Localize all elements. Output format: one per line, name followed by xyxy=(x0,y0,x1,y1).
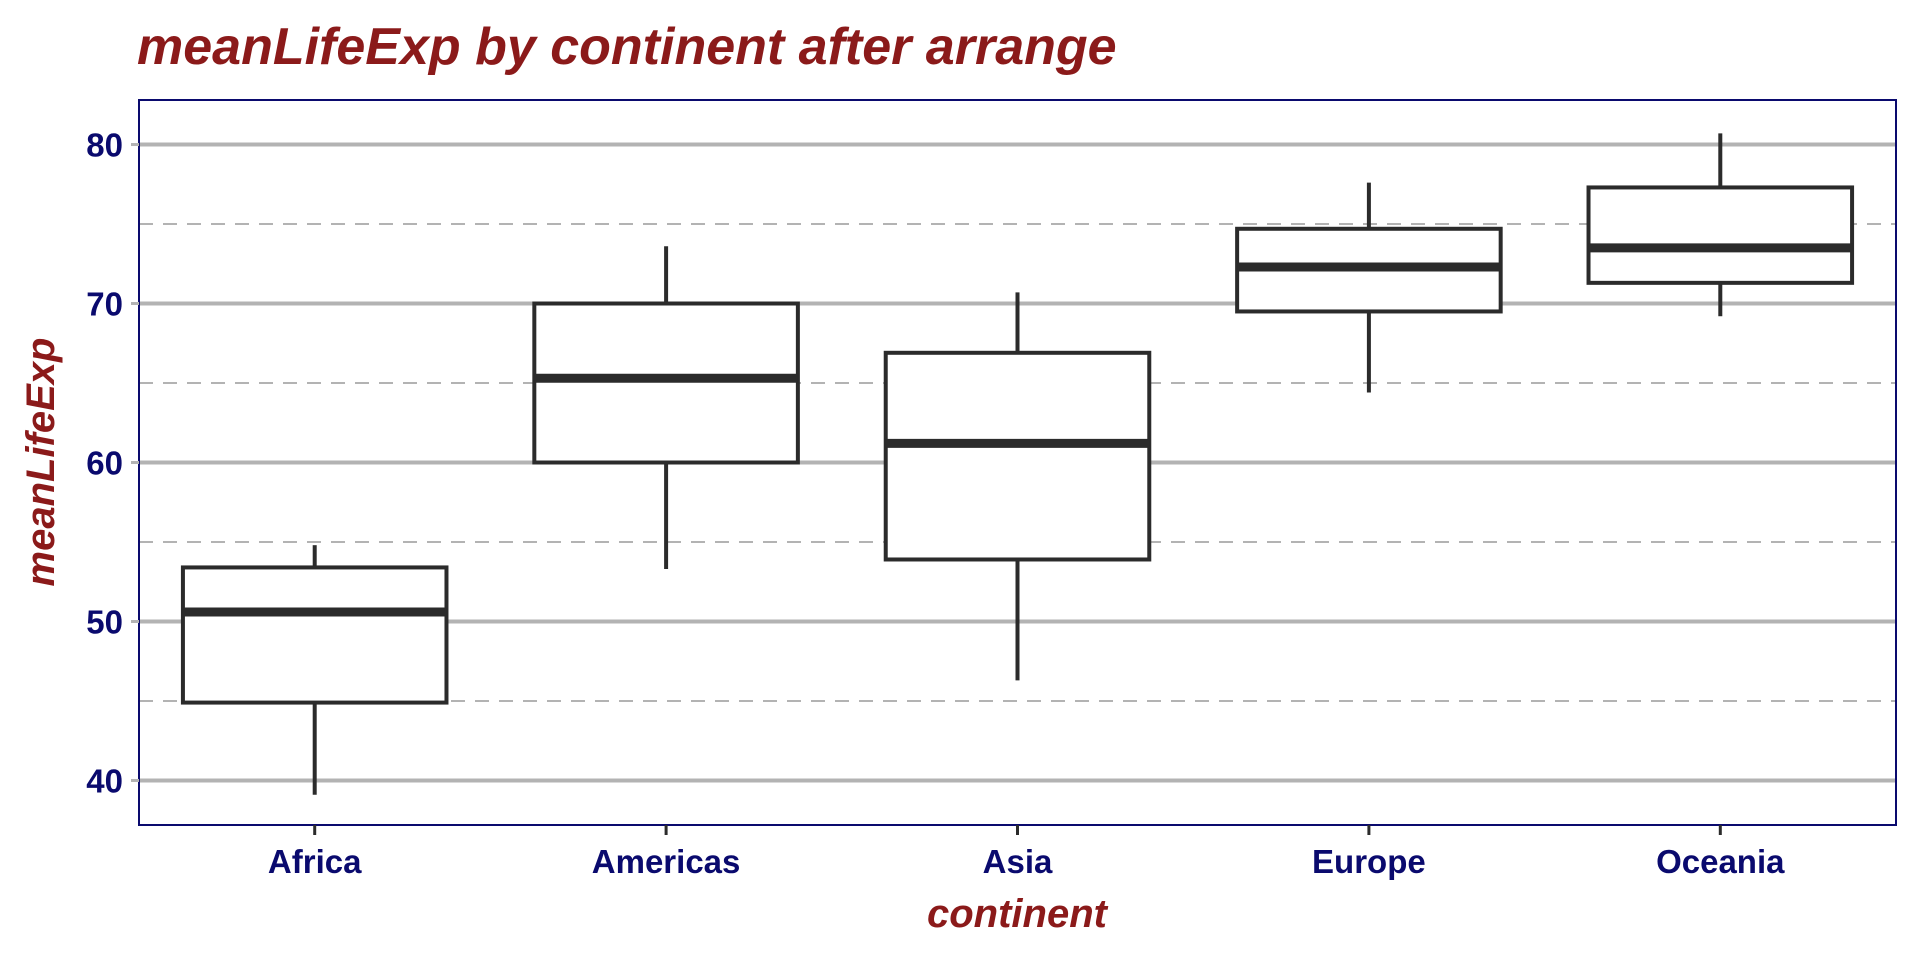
x-tick-label: Europe xyxy=(1312,843,1426,880)
y-tick-label: 70 xyxy=(86,286,123,323)
box-europe xyxy=(1235,182,1503,393)
y-tick-label: 60 xyxy=(86,445,123,482)
box-layer xyxy=(180,133,1855,795)
x-tick-label: Africa xyxy=(268,843,362,880)
y-tick-label: 50 xyxy=(86,603,123,640)
y-tick-label: 80 xyxy=(86,127,123,164)
y-axis-title: meanLifeExp xyxy=(19,338,63,587)
box-oceania xyxy=(1586,133,1855,317)
chart-title: meanLifeExp by continent after arrange xyxy=(137,18,1117,76)
y-tick-label: 40 xyxy=(86,762,123,799)
x-axis-title: continent xyxy=(927,892,1109,936)
box-africa xyxy=(180,545,449,795)
box-iqr xyxy=(532,301,800,465)
box-iqr xyxy=(1586,185,1855,285)
box-iqr xyxy=(180,565,449,705)
x-tick-label: Asia xyxy=(983,843,1053,880)
x-tick-label: Oceania xyxy=(1656,843,1785,880)
box-americas xyxy=(532,246,800,570)
box-iqr xyxy=(883,350,1152,562)
box-asia xyxy=(883,292,1152,681)
x-tick-label: Americas xyxy=(592,843,741,880)
tick-layer: 40 50 60 70 80 Africa Americas Asia Europe Oceani… xyxy=(86,127,1785,880)
